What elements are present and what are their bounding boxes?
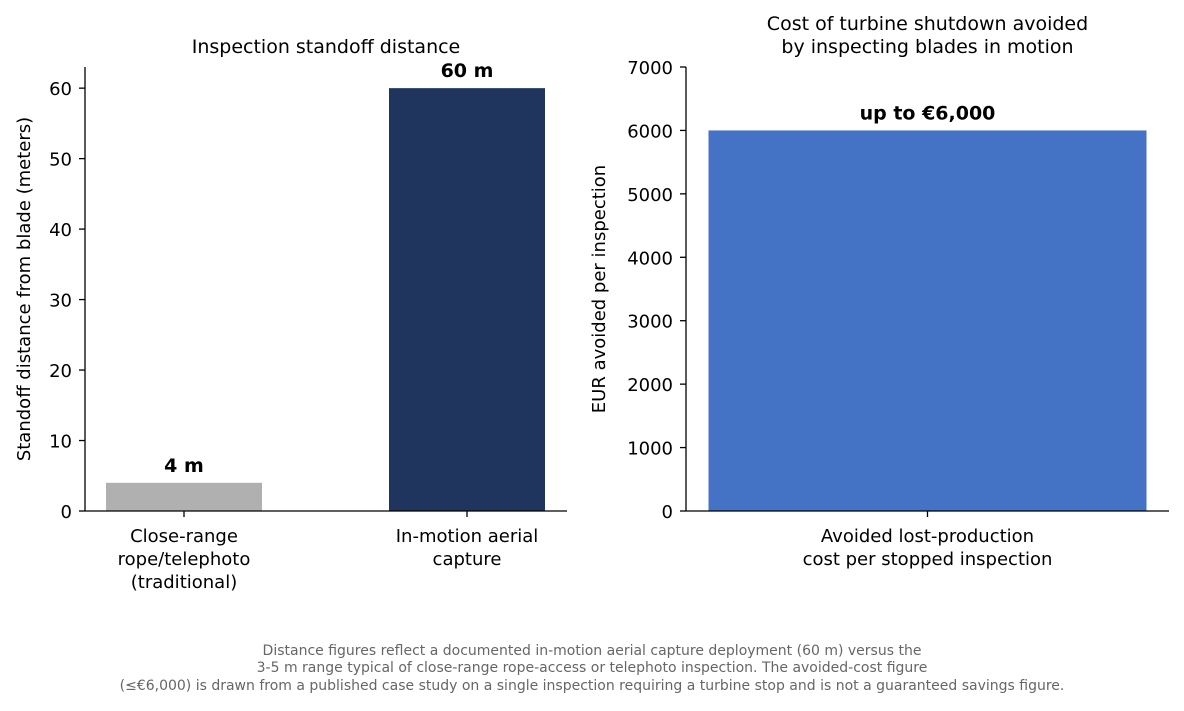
chart1-y-tick-label-30: 30: [49, 291, 72, 312]
footnote: Distance figures reflect a documented in…: [0, 643, 1184, 695]
chart1-value-label-1: 4 m: [164, 455, 204, 477]
chart2-y-tick-label-3000: 3000: [627, 312, 673, 333]
chart1-x-tick-label-2: In-motion aerial capture: [396, 526, 539, 570]
chart1-y-tick-label-0: 0: [61, 502, 72, 523]
chart1-y-tick-label-60: 60: [49, 79, 72, 100]
chart1-y-tick-label-20: 20: [49, 361, 72, 382]
chart1-x-tick-label-1: Close-range rope/telephoto (traditional): [118, 526, 251, 593]
chart2-y-tick-label-7000: 7000: [627, 58, 673, 79]
chart1-y-tick-label-40: 40: [49, 220, 72, 241]
footnote-line-2: 3-5 m range typical of close-range rope-…: [256, 660, 928, 677]
footnote-line-1: Distance figures reflect a documented in…: [262, 643, 922, 659]
chart2-y-tick-label-2000: 2000: [627, 375, 673, 396]
chart1-y-tick-label-10: 10: [49, 432, 72, 453]
chart2-y-tick-label-4000: 4000: [627, 248, 673, 269]
chart1-y-tick-label-50: 50: [49, 150, 72, 171]
chart1-value-label-2: 60 m: [441, 60, 494, 82]
chart1-title: Inspection standoff distance: [192, 36, 461, 58]
chart2-value-label-1: up to €6,000: [860, 102, 996, 124]
chart2-y-axis-label: EUR avoided per inspection: [589, 165, 610, 413]
chart1-y-axis-label: Standoff distance from blade (meters): [14, 117, 35, 461]
chart2-y-tick-label-1000: 1000: [627, 439, 673, 460]
chart2-y-tick-label-0: 0: [662, 502, 673, 523]
chart1-bar-2: [389, 88, 545, 512]
chart2-y-tick-label-5000: 5000: [627, 185, 673, 206]
chart2-y-tick-label-6000: 6000: [627, 121, 673, 142]
chart2-x-tick-label-1: Avoided lost-production cost per stopped …: [803, 526, 1053, 570]
chart2-bar-1: [708, 130, 1147, 511]
chart2-title: Cost of turbine shutdown avoided by inspe…: [767, 13, 1088, 58]
chart1-bar-1: [106, 482, 262, 511]
footnote-line-3: (≤€6,000) is drawn from a published case…: [119, 677, 1065, 694]
